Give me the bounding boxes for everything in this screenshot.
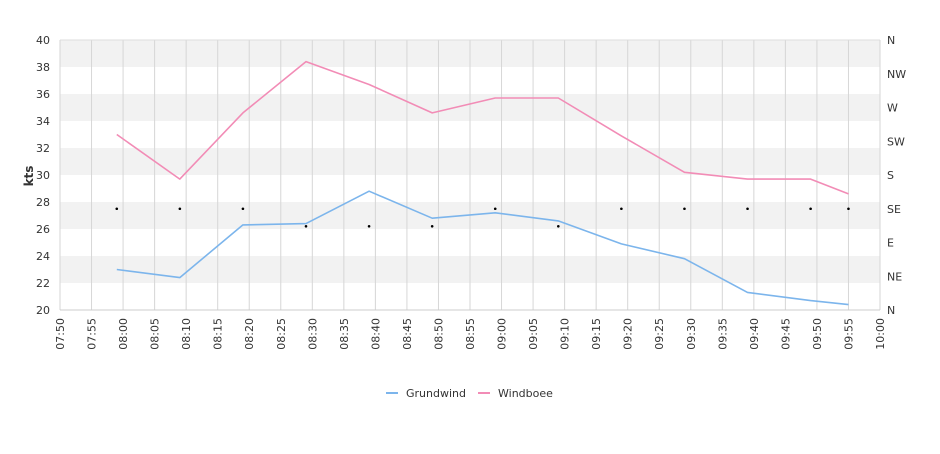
series-lines bbox=[116, 60, 849, 306]
series-line-grundwind bbox=[116, 190, 849, 306]
y2-tick-label: E bbox=[887, 237, 894, 250]
direction-marker bbox=[241, 207, 245, 211]
x-tick-label: 09:30 bbox=[685, 318, 698, 350]
x-tick-label: 09:35 bbox=[716, 318, 729, 350]
y-tick-label: 30 bbox=[36, 169, 50, 182]
direction-marker bbox=[683, 207, 686, 211]
x-tick-label: 08:25 bbox=[275, 318, 288, 350]
vertical-gridlines bbox=[59, 40, 881, 310]
y2-tick-label: N bbox=[887, 304, 895, 317]
x-tick-label: 09:40 bbox=[748, 318, 761, 350]
y-tick-label: 26 bbox=[36, 223, 50, 236]
direction-marker bbox=[430, 225, 434, 228]
x-tick-label: 09:50 bbox=[811, 318, 824, 350]
x-tick-label: 10:00 bbox=[874, 318, 887, 350]
direction-marker bbox=[304, 225, 308, 228]
legend-label: Grundwind bbox=[406, 387, 466, 400]
x-tick-label: 07:50 bbox=[54, 318, 67, 350]
x-tick-label: 09:45 bbox=[779, 318, 792, 350]
y2-tick-label: W bbox=[887, 102, 898, 115]
y-tick-label: 34 bbox=[36, 115, 50, 128]
y-tick-label: 20 bbox=[36, 304, 50, 317]
y2-axis-direction: N NE E SE S SW W NW N bbox=[887, 34, 906, 317]
y-tick-label: 24 bbox=[36, 250, 50, 263]
x-tick-label: 08:50 bbox=[432, 318, 445, 350]
x-tick-label: 09:55 bbox=[842, 318, 855, 350]
y2-tick-label: SE bbox=[887, 203, 901, 216]
x-tick-label: 09:20 bbox=[622, 318, 635, 350]
x-tick-label: 08:30 bbox=[306, 318, 319, 350]
direction-marker bbox=[493, 207, 497, 211]
legend: Grundwind Windboee bbox=[386, 387, 553, 400]
plot-border bbox=[60, 39, 880, 311]
x-tick-label: 09:15 bbox=[590, 318, 603, 350]
y2-tick-label: NE bbox=[887, 270, 902, 283]
x-tick-label: 08:20 bbox=[243, 318, 256, 350]
x-tick-label: 08:40 bbox=[369, 318, 382, 350]
y2-tick-label: S bbox=[887, 169, 894, 182]
x-tick-label: 08:05 bbox=[149, 318, 162, 350]
y-tick-label: 36 bbox=[36, 88, 50, 101]
direction-marker bbox=[178, 207, 182, 211]
direction-marker bbox=[367, 225, 371, 228]
x-axis: 07:50 07:55 08:00 08:05 08:10 08:15 08:20 08:25… bbox=[54, 318, 887, 350]
direction-marker bbox=[115, 207, 119, 211]
legend-label: Windboee bbox=[498, 387, 553, 400]
y-axis-title: kts bbox=[22, 166, 36, 187]
y-tick-label: 28 bbox=[36, 196, 50, 209]
x-tick-label: 08:00 bbox=[117, 318, 130, 350]
y2-tick-label: N bbox=[887, 34, 895, 47]
y-tick-label: 40 bbox=[36, 34, 50, 47]
x-tick-label: 09:10 bbox=[559, 318, 572, 350]
y2-tick-label: SW bbox=[887, 135, 905, 148]
x-tick-label: 07:55 bbox=[86, 318, 99, 350]
direction-marker bbox=[847, 207, 850, 211]
direction-marker bbox=[809, 207, 812, 211]
direction-markers bbox=[115, 207, 850, 228]
direction-marker bbox=[620, 207, 623, 211]
y-axis: 20 22 24 26 28 30 32 34 36 38 40 bbox=[36, 34, 50, 317]
y-tick-label: 22 bbox=[36, 277, 50, 290]
x-tick-label: 08:15 bbox=[212, 318, 225, 350]
x-tick-label: 09:05 bbox=[527, 318, 540, 350]
y2-tick-label: NW bbox=[887, 68, 906, 81]
x-tick-label: 08:35 bbox=[338, 318, 351, 350]
direction-marker bbox=[746, 207, 749, 211]
y-tick-label: 32 bbox=[36, 142, 50, 155]
x-tick-label: 09:00 bbox=[496, 318, 509, 350]
y-tick-label: 38 bbox=[36, 61, 50, 74]
x-tick-label: 08:55 bbox=[464, 318, 477, 350]
x-tick-label: 09:25 bbox=[653, 318, 666, 350]
direction-marker bbox=[557, 225, 560, 228]
series-line-windboee bbox=[116, 60, 849, 195]
x-tick-label: 08:10 bbox=[180, 318, 193, 350]
x-tick-label: 08:45 bbox=[401, 318, 414, 350]
